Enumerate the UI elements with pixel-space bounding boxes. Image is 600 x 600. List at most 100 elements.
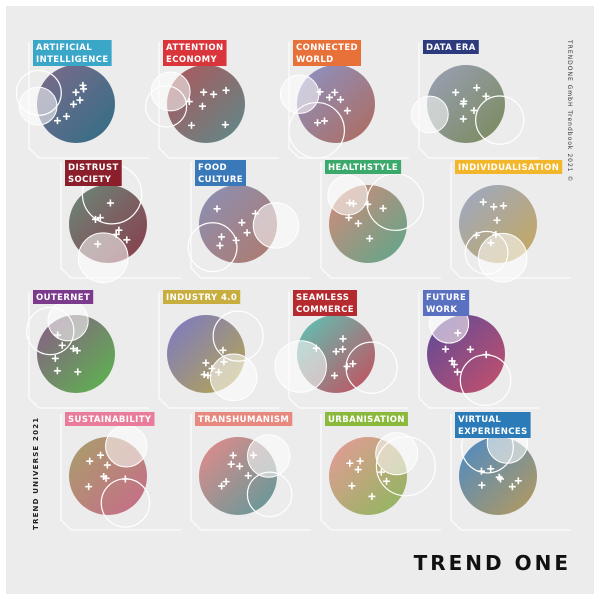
tile-label: HEALTHSTYLE — [325, 160, 402, 174]
label-text: DATA ERA — [426, 43, 476, 53]
label-bg — [33, 40, 112, 66]
plus-icon — [356, 457, 364, 465]
plus-icon — [454, 329, 462, 337]
plus-icon — [97, 451, 105, 459]
tile-frame — [190, 162, 311, 279]
label-text: COMMERCE — [296, 305, 354, 315]
plus-icon — [448, 357, 456, 365]
tile-frame — [60, 162, 181, 279]
plus-icon — [343, 362, 351, 370]
plus-icon — [348, 482, 356, 490]
outline-circle — [26, 306, 75, 356]
overlay-circle — [375, 432, 419, 476]
plus-icon — [221, 121, 229, 129]
plus-icon — [366, 235, 374, 243]
outline-circle — [187, 222, 238, 273]
plus-icon — [232, 236, 240, 244]
plus-icon — [215, 368, 223, 376]
plus-icon — [94, 240, 102, 248]
overlay-circle — [477, 232, 528, 283]
plus-icon — [316, 88, 324, 96]
plus-icon — [312, 344, 320, 352]
plus-icon — [69, 345, 77, 353]
tile-label: CONNECTED WORLD — [293, 40, 361, 66]
tile: OUTERNET — [26, 290, 149, 409]
plus-icon — [470, 106, 478, 114]
plus-icon — [187, 121, 195, 129]
plus-icon — [227, 460, 235, 468]
label-bg — [195, 160, 247, 186]
plus-icon — [349, 360, 357, 368]
plus-icon — [103, 461, 111, 469]
plus-icon — [243, 229, 251, 237]
plus-icon — [382, 477, 390, 485]
outline-circle — [15, 69, 62, 116]
overlay-circle — [105, 424, 148, 468]
plus-icon — [514, 477, 522, 485]
plus-icon — [332, 348, 340, 356]
tile-frame — [28, 292, 149, 409]
tile-label: INDIVIDUALISATION — [455, 160, 563, 174]
plus-icon — [339, 345, 347, 353]
overlay-circle — [410, 95, 449, 134]
plus-icon — [314, 119, 322, 127]
tile: ATTENTION ECONOMY — [145, 40, 279, 159]
tile: SUSTAINABILITY — [60, 412, 181, 531]
label-text: INDIVIDUALISATION — [458, 163, 559, 173]
tile: INDIVIDUALISATION — [450, 160, 571, 283]
label-bg — [325, 160, 402, 174]
plus-icon — [238, 219, 246, 227]
label-bg — [293, 40, 361, 66]
label-text: TRANSHUMANISM — [198, 415, 289, 425]
label-bg — [455, 160, 563, 174]
label-bg — [163, 40, 227, 66]
outline-circle — [288, 101, 346, 159]
plus-icon — [85, 483, 93, 491]
tile-label: TRANSHUMANISM — [195, 412, 293, 426]
plus-icon — [452, 88, 460, 96]
plus-icon — [213, 205, 221, 213]
plus-icon — [321, 117, 329, 125]
plus-icon — [200, 88, 208, 96]
tile-label: FOOD CULTURE — [195, 160, 247, 186]
tile: VIRTUAL EXPERIENCES — [450, 412, 571, 531]
plus-icon — [331, 372, 339, 380]
label-text: ATTENTION — [166, 43, 224, 53]
plus-icon — [236, 462, 244, 470]
outline-circle — [375, 436, 436, 497]
plus-icon — [73, 347, 81, 355]
plus-icon — [86, 457, 94, 465]
label-text: VIRTUAL — [458, 415, 501, 425]
plus-icon — [508, 483, 516, 491]
tile-label: VIRTUAL EXPERIENCES — [455, 412, 531, 438]
plus-icon — [339, 335, 347, 343]
plus-icon — [72, 88, 80, 96]
plus-icon — [123, 236, 131, 244]
label-text: SUSTAINABILITY — [68, 415, 152, 425]
tile-frame — [450, 414, 571, 531]
overlay-circle — [246, 434, 291, 478]
tile-label: URBANISATION — [325, 412, 408, 426]
logo: TREND ONE — [414, 551, 571, 575]
plus-icon — [204, 372, 212, 380]
overlay-circle — [279, 74, 320, 114]
plus-icon — [70, 100, 78, 108]
plus-icon — [53, 117, 61, 125]
tile-frame — [320, 414, 441, 531]
label-text: INDUSTRY 4.0 — [166, 293, 237, 303]
plus-icon — [368, 492, 376, 500]
plus-icon — [112, 230, 120, 238]
plus-icon — [251, 210, 259, 218]
plus-icon — [58, 341, 66, 349]
plus-icon — [478, 481, 486, 489]
label-text: CONNECTED — [296, 43, 358, 53]
plus-icon — [460, 97, 468, 105]
plus-icon — [482, 351, 490, 359]
overlay-circle — [18, 86, 58, 126]
plus-icon — [354, 219, 362, 227]
outline-circle — [145, 85, 188, 128]
plus-icon — [337, 96, 345, 104]
label-text: OUTERNET — [36, 293, 90, 303]
plus-icon — [377, 468, 385, 476]
plus-icon — [210, 90, 218, 98]
